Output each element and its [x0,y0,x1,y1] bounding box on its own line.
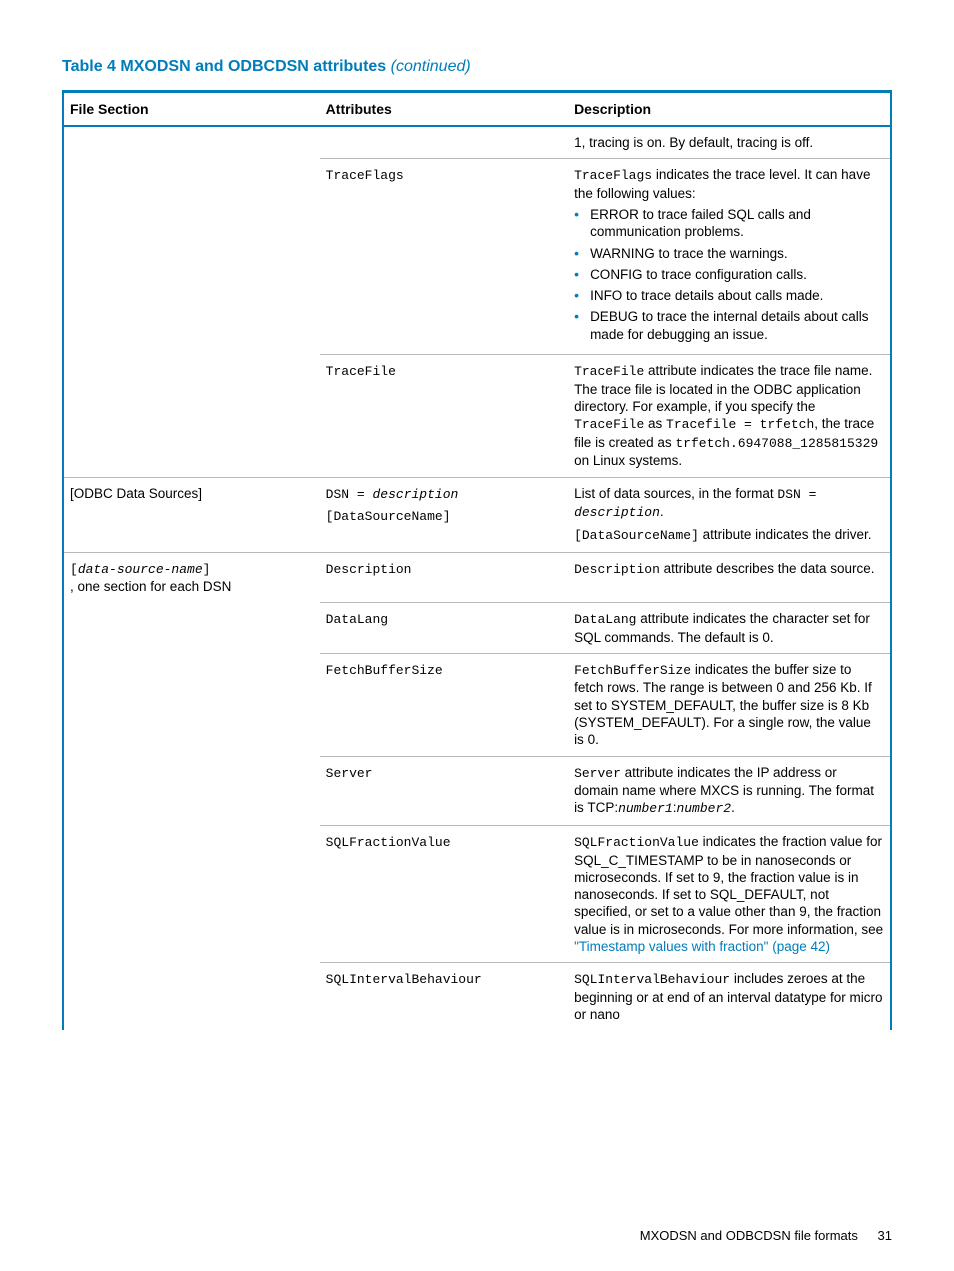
desc-text: 1, tracing is on. By default, tracing is… [574,135,813,150]
cell-description: Server attribute indicates the IP addres… [568,756,891,826]
attr-code: Description [326,562,412,577]
desc-text: on Linux systems. [574,453,682,468]
table-row: [data-source-name] , one section for eac… [63,552,891,602]
header-description: Description [568,92,891,127]
attr-code: SQLIntervalBehaviour [326,972,482,987]
attr-code: Server [326,766,373,781]
cell-attribute: TraceFlags [320,159,568,355]
cell-file-section [63,602,320,653]
cell-description: List of data sources, in the format DSN … [568,477,891,552]
footer-page-number: 31 [878,1228,892,1243]
list-item: DEBUG to trace the internal details abou… [574,308,884,343]
cell-file-section: [ODBC Data Sources] [63,477,320,552]
link-timestamp-values[interactable]: "Timestamp values with fraction" (page 4… [574,939,830,954]
desc-code: FetchBufferSize [574,663,691,678]
cell-file-section [63,159,320,355]
cell-attribute: Description [320,552,568,602]
attr-code: TraceFile [326,364,396,379]
attr-code: FetchBufferSize [326,663,443,678]
desc-text: attribute describes the data source. [660,561,875,576]
desc-code-italic: number2 [676,801,731,816]
attr-code: [DataSourceName] [326,509,451,524]
desc-code-italic: number1 [618,801,673,816]
cell-file-section [63,826,320,963]
attributes-table: File Section Attributes Description 1, t… [62,90,892,1030]
desc-code: TraceFile [574,364,644,379]
table-row: TraceFlags TraceFlags indicates the trac… [63,159,891,355]
table-row: Server Server attribute indicates the IP… [63,756,891,826]
attr-code: DSN = [326,487,373,502]
desc-code: [DataSourceName] [574,528,699,543]
desc-text: as [644,416,666,431]
cell-attribute: SQLFractionValue [320,826,568,963]
cell-file-section [63,355,320,478]
cell-description: TraceFlags indicates the trace level. It… [568,159,891,355]
cell-file-section [63,756,320,826]
cell-description: Description attribute describes the data… [568,552,891,602]
fs-code: ] [203,562,211,577]
cell-attribute: TraceFile [320,355,568,478]
table-title-main: Table 4 MXODSN and ODBCDSN attributes [62,58,386,75]
desc-code: TraceFile [574,417,644,432]
desc-code: Tracefile = trfetch [666,417,814,432]
table-row: DataLang DataLang attribute indicates th… [63,602,891,653]
header-attributes: Attributes [320,92,568,127]
file-section-text: [ODBC Data Sources] [70,486,202,501]
list-item: WARNING to trace the warnings. [574,245,884,262]
cell-attribute: DataLang [320,602,568,653]
attr-code: SQLFractionValue [326,835,451,850]
attr-code: DataLang [326,612,388,627]
table-title: Table 4 MXODSN and ODBCDSN attributes (c… [62,58,892,76]
bullet-list: ERROR to trace failed SQL calls and comm… [574,206,884,343]
attr-code: TraceFlags [326,168,404,183]
cell-description: 1, tracing is on. By default, tracing is… [568,126,891,159]
cell-description: DataLang attribute indicates the charact… [568,602,891,653]
cell-attribute: SQLIntervalBehaviour [320,963,568,1031]
cell-file-section [63,963,320,1031]
desc-code: DSN = [777,487,816,502]
fs-code-italic: data-source-name [78,562,203,577]
cell-attribute: DSN = description [DataSourceName] [320,477,568,552]
page-footer: MXODSN and ODBCDSN file formats 31 [640,1228,892,1243]
table-row: SQLFractionValue SQLFractionValue indica… [63,826,891,963]
cell-description: FetchBufferSize indicates the buffer siz… [568,653,891,756]
table-row: SQLIntervalBehaviour SQLIntervalBehaviou… [63,963,891,1031]
desc-text: attribute indicates the driver. [699,527,872,542]
footer-section-title: MXODSN and ODBCDSN file formats [640,1228,858,1243]
attr-code-italic: description [372,487,458,502]
desc-code: SQLFractionValue [574,835,699,850]
cell-attribute: Server [320,756,568,826]
desc-code: Server [574,766,621,781]
cell-description: SQLIntervalBehaviour includes zeroes at … [568,963,891,1031]
list-item: ERROR to trace failed SQL calls and comm… [574,206,884,241]
table-row: TraceFile TraceFile attribute indicates … [63,355,891,478]
cell-description: SQLFractionValue indicates the fraction … [568,826,891,963]
list-item: INFO to trace details about calls made. [574,287,884,304]
desc-code: TraceFlags [574,168,652,183]
desc-code: trfetch.6947088_1285815329 [675,436,878,451]
desc-code-italic: description [574,505,660,520]
header-file-section: File Section [63,92,320,127]
desc-text: List of data sources, in the format [574,486,777,501]
cell-file-section: [data-source-name] , one section for eac… [63,552,320,602]
desc-text: . [731,800,735,815]
cell-file-section [63,126,320,159]
desc-code: Description [574,562,660,577]
cell-file-section [63,653,320,756]
cell-attribute: FetchBufferSize [320,653,568,756]
cell-description: TraceFile attribute indicates the trace … [568,355,891,478]
table-row: FetchBufferSize FetchBufferSize indicate… [63,653,891,756]
desc-code: DataLang [574,612,636,627]
desc-code: SQLIntervalBehaviour [574,972,730,987]
table-row: [ODBC Data Sources] DSN = description [D… [63,477,891,552]
table-title-continued: (continued) [391,58,471,75]
cell-attribute [320,126,568,159]
table-row: 1, tracing is on. By default, tracing is… [63,126,891,159]
table-header-row: File Section Attributes Description [63,92,891,127]
fs-text: , one section for each DSN [70,579,231,594]
fs-code: [ [70,562,78,577]
list-item: CONFIG to trace configuration calls. [574,266,884,283]
